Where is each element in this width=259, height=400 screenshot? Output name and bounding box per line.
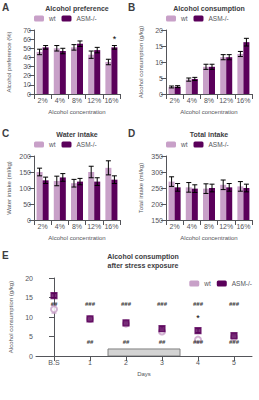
svg-text:50: 50	[23, 45, 31, 52]
svg-text:wt: wt	[48, 141, 56, 148]
svg-text:wt: wt	[48, 15, 56, 22]
svg-text:##: ##	[159, 339, 166, 345]
svg-text:###: ###	[229, 339, 240, 345]
svg-text:wt: wt	[180, 141, 188, 148]
svg-text:0: 0	[159, 91, 163, 98]
svg-text:100: 100	[19, 185, 31, 192]
svg-text:###: ###	[121, 301, 132, 307]
svg-text:200: 200	[151, 201, 163, 208]
svg-text:16%: 16%	[104, 223, 118, 230]
svg-text:300: 300	[151, 169, 163, 176]
svg-text:2%: 2%	[38, 97, 48, 104]
svg-text:*: *	[113, 34, 117, 44]
svg-text:350: 350	[151, 153, 163, 160]
svg-text:Alcohol concentration: Alcohol concentration	[180, 235, 237, 241]
svg-text:2%: 2%	[170, 223, 180, 230]
svg-text:ASM-/-: ASM-/-	[209, 15, 229, 22]
svg-text:250: 250	[151, 185, 163, 192]
svg-text:Water intake: Water intake	[56, 131, 97, 138]
svg-text:4: 4	[196, 359, 200, 366]
svg-text:##: ##	[123, 339, 130, 345]
svg-text:Alcohol consumption (g/kg): Alcohol consumption (g/kg)	[8, 281, 14, 353]
svg-text:ASM-/-: ASM-/-	[232, 280, 252, 287]
svg-text:150: 150	[19, 169, 31, 176]
svg-text:70: 70	[23, 27, 31, 34]
svg-text:150: 150	[151, 217, 163, 224]
svg-text:200: 200	[19, 153, 31, 160]
svg-text:Alcohol consumption: Alcohol consumption	[173, 5, 245, 13]
svg-text:0: 0	[27, 91, 31, 98]
svg-text:8%: 8%	[72, 97, 82, 104]
svg-text:5: 5	[29, 333, 33, 340]
svg-text:###: ###	[157, 301, 168, 307]
svg-text:16%: 16%	[236, 223, 250, 230]
svg-text:40: 40	[23, 54, 31, 61]
svg-text:12%: 12%	[87, 223, 101, 230]
svg-text:2%: 2%	[38, 223, 48, 230]
svg-text:15: 15	[155, 43, 163, 50]
svg-text:Alcohol consumption (g/kg): Alcohol consumption (g/kg)	[138, 26, 144, 98]
svg-text:wt: wt	[203, 280, 211, 287]
svg-text:4%: 4%	[55, 97, 65, 104]
svg-text:Water intake (ml/kg): Water intake (ml/kg)	[6, 161, 12, 214]
svg-text:8%: 8%	[72, 223, 82, 230]
svg-text:###: ###	[229, 301, 240, 307]
svg-text:###: ###	[85, 301, 96, 307]
svg-text:50: 50	[23, 201, 31, 208]
svg-text:ASM-/-: ASM-/-	[209, 141, 229, 148]
svg-text:###: ###	[193, 301, 204, 307]
svg-text:12%: 12%	[87, 97, 101, 104]
svg-text:60: 60	[23, 36, 31, 43]
svg-text:0: 0	[29, 353, 33, 360]
svg-text:B: B	[128, 2, 135, 13]
svg-text:*: *	[196, 313, 200, 323]
svg-text:8%: 8%	[204, 223, 214, 230]
svg-text:A: A	[2, 2, 9, 13]
svg-text:Alcohol preference (%): Alcohol preference (%)	[6, 31, 12, 92]
svg-text:20: 20	[25, 275, 33, 282]
svg-text:B.S: B.S	[48, 359, 60, 366]
svg-text:ASM-/-: ASM-/-	[77, 15, 97, 22]
svg-text:Alcohol consumption: Alcohol consumption	[107, 253, 179, 261]
svg-text:Alcohol concentration: Alcohol concentration	[48, 109, 105, 115]
svg-text:2: 2	[124, 359, 128, 366]
svg-text:16%: 16%	[236, 97, 250, 104]
svg-text:16%: 16%	[104, 97, 118, 104]
svg-text:4%: 4%	[55, 223, 65, 230]
svg-text:E: E	[2, 250, 9, 261]
svg-text:12%: 12%	[219, 97, 233, 104]
svg-text:4%: 4%	[187, 223, 197, 230]
svg-text:20: 20	[23, 72, 31, 79]
svg-text:1: 1	[88, 359, 92, 366]
svg-text:C: C	[2, 128, 9, 139]
svg-text:after stress exposure: after stress exposure	[108, 262, 179, 270]
svg-text:Total intake: Total intake	[190, 131, 228, 138]
svg-text:10: 10	[23, 81, 31, 88]
svg-text:8%: 8%	[204, 97, 214, 104]
svg-text:wt: wt	[180, 15, 188, 22]
svg-text:2%: 2%	[170, 97, 180, 104]
svg-text:10: 10	[25, 314, 33, 321]
svg-text:Alcohol preference: Alcohol preference	[45, 5, 109, 13]
svg-text:5: 5	[159, 75, 163, 82]
svg-text:##: ##	[51, 301, 58, 307]
svg-text:5: 5	[232, 359, 236, 366]
svg-text:ASM-/-: ASM-/-	[77, 141, 97, 148]
svg-text:Total intake (ml/kg): Total intake (ml/kg)	[138, 163, 144, 213]
svg-text:20: 20	[155, 27, 163, 34]
svg-text:Days: Days	[137, 371, 151, 377]
svg-text:30: 30	[23, 63, 31, 70]
svg-text:##: ##	[87, 339, 94, 345]
svg-text:###: ###	[193, 339, 204, 345]
svg-text:12%: 12%	[219, 223, 233, 230]
svg-text:Alcohol concentration: Alcohol concentration	[180, 109, 237, 115]
svg-text:3: 3	[160, 359, 164, 366]
svg-text:Alcohol concentration: Alcohol concentration	[48, 235, 105, 241]
svg-text:15: 15	[25, 294, 33, 301]
svg-text:D: D	[128, 128, 135, 139]
svg-text:10: 10	[155, 59, 163, 66]
svg-text:0: 0	[27, 217, 31, 224]
svg-text:4%: 4%	[187, 97, 197, 104]
